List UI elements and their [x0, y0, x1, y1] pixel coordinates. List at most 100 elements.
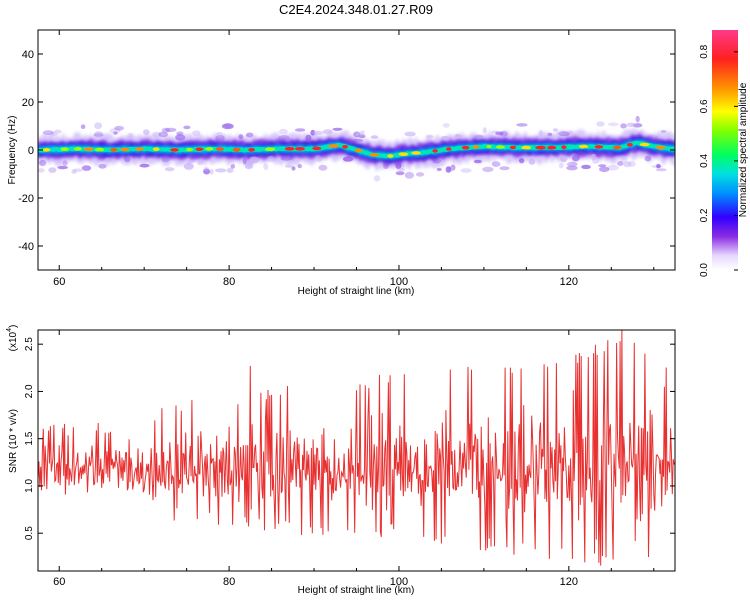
- heatmap-speck: [358, 134, 366, 139]
- spectrogram-x-tick-label: 60: [53, 276, 65, 288]
- heatmap-speck: [215, 134, 225, 142]
- heatmap-hotspot: [195, 147, 204, 151]
- colorbar-tick-label: 0.0: [699, 263, 710, 277]
- heatmap-speck: [566, 161, 578, 167]
- snr-y-tick-label: 0.5: [24, 526, 35, 540]
- heatmap-speck: [143, 129, 150, 136]
- heatmap-speck: [607, 164, 619, 171]
- colorbar-tick-label: 0.2: [699, 208, 710, 222]
- heatmap-speck: [568, 130, 574, 135]
- heatmap-hotspot: [387, 154, 394, 158]
- heatmap-speck: [620, 123, 627, 129]
- heatmap-speck: [655, 168, 667, 172]
- colorbar-gradient: [712, 30, 738, 270]
- heatmap-hotspot: [496, 145, 505, 149]
- heatmap-speck: [395, 171, 405, 176]
- heatmap-speck: [279, 128, 288, 135]
- snr-y-tick-label: 1.0: [24, 479, 35, 493]
- chart-title: C2E4.2024.348.01.27.R09: [279, 2, 433, 17]
- spectrogram-y-tick-label: 0: [28, 145, 34, 157]
- heatmap-hotspot: [135, 147, 144, 151]
- heatmap-speck: [607, 122, 619, 127]
- heatmap-speck: [528, 158, 536, 165]
- heatmap-speck: [599, 166, 610, 172]
- heatmap-speck: [197, 160, 204, 165]
- colorbar-tick-label: 0.8: [699, 44, 710, 58]
- heatmap-hotspot: [170, 148, 179, 152]
- heatmap-speck: [81, 165, 92, 171]
- heatmap-speck: [360, 130, 365, 134]
- heatmap-speck: [164, 167, 175, 172]
- heatmap-hotspot: [369, 153, 379, 157]
- heatmap-speck: [482, 127, 487, 134]
- heatmap-speck: [113, 131, 118, 135]
- heatmap-hotspot: [60, 147, 69, 151]
- spectrogram-x-tick-label: 80: [223, 276, 235, 288]
- heatmap-hotspot: [152, 147, 160, 151]
- spectrogram-heatmap: [38, 115, 675, 182]
- heatmap-speck: [474, 134, 484, 139]
- heatmap-speck: [571, 154, 580, 162]
- heatmap-hotspot: [328, 144, 339, 148]
- heatmap-speck: [660, 129, 667, 134]
- heatmap-speck: [280, 156, 292, 161]
- heatmap-speck: [440, 135, 450, 141]
- colorbar: 0.0 0.2 0.4 0.6 0.8 Normalized spectral ampl…: [699, 30, 749, 277]
- heatmap-speck: [267, 155, 276, 163]
- heatmap-hotspot: [627, 142, 633, 147]
- heatmap-speck: [62, 160, 68, 167]
- heatmap-speck: [538, 129, 544, 137]
- heatmap-speck: [105, 157, 113, 162]
- colorbar-tick-label: 0.6: [699, 99, 710, 113]
- heatmap-speck: [322, 129, 333, 135]
- heatmap-speck: [93, 131, 104, 139]
- heatmap-speck: [294, 128, 306, 132]
- heatmap-speck: [114, 125, 124, 131]
- snr-y-tick-label: 2.0: [24, 384, 35, 398]
- heatmap-speck: [445, 166, 452, 173]
- snr-scale-label: (x104): [6, 325, 19, 352]
- snr-x-axis-label: Height of straight line (km): [298, 585, 415, 596]
- heatmap-speck: [355, 132, 365, 137]
- spectrogram-y-tick-label: -20: [18, 193, 34, 205]
- heatmap-speck: [221, 123, 234, 130]
- heatmap-speck: [436, 167, 442, 172]
- heatmap-speck: [221, 133, 227, 141]
- heatmap-hotspot: [205, 147, 214, 151]
- heatmap-speck: [332, 127, 343, 131]
- snr-ticks: 60 80 100 120 0.5 1.0 1.5 2.0 2.5: [24, 330, 675, 588]
- heatmap-speck: [192, 130, 201, 137]
- heatmap-speck: [581, 164, 591, 170]
- heatmap-speck: [161, 157, 170, 163]
- heatmap-speck: [94, 122, 102, 130]
- heatmap-speck: [139, 163, 150, 168]
- heatmap-hotspot: [612, 145, 622, 150]
- heatmap-speck: [152, 131, 162, 138]
- snr-series-line: [38, 330, 675, 566]
- heatmap-speck: [278, 135, 290, 142]
- heatmap-speck: [454, 134, 463, 139]
- heatmap-speck: [370, 135, 379, 139]
- spectrogram-panel: 60 80 100 120 40 20 0 -20 -40 Height of straight…: [7, 29, 676, 297]
- heatmap-speck: [460, 168, 472, 173]
- heatmap-hotspot: [509, 145, 517, 150]
- heatmap-speck: [263, 163, 269, 170]
- heatmap-speck: [109, 128, 121, 134]
- heatmap-speck: [342, 156, 354, 162]
- heatmap-speck: [383, 162, 389, 169]
- heatmap-speck: [635, 115, 640, 123]
- heatmap-speck: [442, 123, 450, 128]
- heatmap-speck: [560, 155, 568, 163]
- spectrogram-x-axis-label: Height of straight line (km): [298, 286, 415, 297]
- heatmap-speck: [566, 165, 578, 171]
- heatmap-hotspot: [110, 148, 118, 152]
- heatmap-speck: [482, 166, 494, 173]
- heatmap-hotspot: [578, 144, 589, 149]
- heatmap-speck: [552, 128, 559, 132]
- heatmap-speck: [491, 161, 501, 168]
- heatmap-speck: [183, 125, 191, 130]
- heatmap-speck: [48, 167, 57, 173]
- heatmap-speck: [591, 153, 597, 160]
- spectrogram-y-tick-label: 20: [22, 97, 34, 109]
- heatmap-speck: [415, 172, 425, 177]
